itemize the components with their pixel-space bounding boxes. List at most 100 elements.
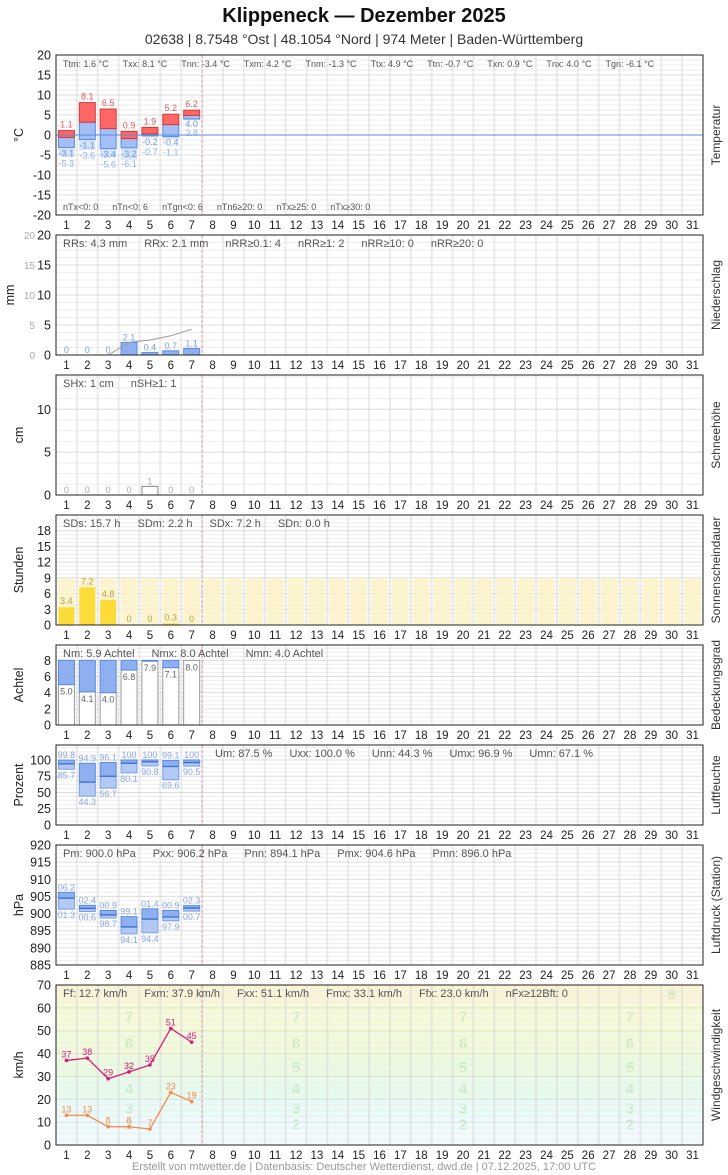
day-label: 18: [415, 500, 428, 512]
panel-side-label: Temperatur: [709, 105, 723, 166]
footer-credits: Erstellt von mtwetter.de | Datenbasis: D…: [131, 1161, 597, 1173]
pressure-max-label: 00.9: [99, 900, 117, 910]
day-label: 9: [230, 830, 236, 842]
day-label: 5: [147, 500, 153, 512]
wind-panel: 2222333344445555666677778373829323551451…: [12, 979, 723, 1163]
ytick-label: 10: [37, 403, 51, 417]
day-label: 16: [373, 500, 386, 512]
plot-frame: [55, 234, 704, 356]
day-label: 28: [624, 360, 637, 372]
stat-item: Fxm: 37.9 km/h: [144, 988, 220, 1000]
wind-mean-point: [127, 1124, 131, 1129]
day-label: 10: [248, 360, 261, 372]
beaufort-label: 7: [459, 1009, 467, 1026]
beaufort-label: 3: [292, 1100, 300, 1117]
day-label: 29: [644, 220, 657, 232]
stat-item: nRR≥20: 0: [430, 238, 484, 250]
day-label: 11: [269, 730, 281, 742]
potential-sun-bar: [517, 577, 535, 625]
plot-frame: [55, 744, 704, 826]
cloud-stats: Nm: 5.9 Achtel Nmx: 8.0 Achtel Nmn: 4.0 Ac…: [63, 648, 323, 660]
y-axis-title: Prozent: [12, 763, 26, 807]
pressure-upper-bar: [120, 916, 138, 928]
day-label: 8: [209, 220, 215, 232]
stat-item: nFx≥12Bft: 0: [505, 988, 568, 1000]
ytick-label: 0: [44, 719, 51, 733]
gust-label: 37: [61, 1049, 71, 1059]
day-label: 22: [498, 730, 511, 742]
day-label: 16: [373, 360, 386, 372]
ground-min-bar: [121, 147, 138, 160]
wind-mean-point: [106, 1124, 110, 1129]
day-label: 12: [290, 630, 303, 642]
pressure-panel: 06.201.302.400.600.998.799.194.101.494.4…: [12, 839, 723, 983]
day-label: 1: [63, 830, 69, 842]
humidity-stats: Um: 87.5 % Uxx: 100.0 % Unn: 44.3 % Umx: 96…: [215, 748, 593, 760]
ground-min-bar: [58, 147, 75, 157]
potential-sun-bar: [287, 577, 305, 625]
precip-label: 0: [64, 345, 69, 355]
potential-sun-bar: [684, 577, 701, 625]
day-label: 3: [105, 730, 111, 742]
ytick-label: 905: [30, 890, 51, 904]
pressure-upper-bar: [162, 909, 180, 918]
ytick-label: 920: [30, 839, 51, 853]
ytick-label: 12: [37, 556, 51, 570]
day-label: 23: [519, 630, 532, 642]
humidity-max-label: 96.1: [99, 752, 117, 762]
sun-label: 7.2: [81, 576, 94, 586]
tmin-bar: [99, 128, 117, 150]
potential-sun-bar: [371, 577, 388, 625]
panel-side-label: Bedeckungsgrad: [709, 640, 723, 730]
potential-sun-bar: [558, 577, 576, 625]
stat-item: Tnm: -1.3 °C: [305, 59, 357, 69]
potential-sun-bar: [266, 577, 284, 625]
day-label: 23: [519, 970, 532, 982]
day-label: 27: [603, 220, 616, 232]
beaufort-label: 6: [626, 1035, 634, 1052]
potential-sun-bar: [621, 577, 639, 625]
ytick-label: 10: [37, 1116, 51, 1130]
beaufort-band-6: [56, 1030, 703, 1056]
potential-sun-bar: [308, 577, 326, 625]
day-label: 5: [147, 1150, 153, 1162]
temperature-stats: Ttm: 1.6 °C Txx: 8.1 °C Tnn: -3.4 °C Txm: 4…: [63, 59, 654, 69]
day-label: 14: [331, 730, 344, 742]
plot-frame: [55, 54, 704, 216]
snow-label: 0: [127, 485, 132, 495]
day-label: 25: [561, 360, 574, 372]
humidity-lower-bar: [57, 763, 75, 770]
cloud-bar: [141, 659, 159, 662]
day-label: 15: [352, 630, 365, 642]
day-label: 19: [436, 830, 449, 842]
tgn-label: -3.6: [80, 150, 96, 160]
snow-label: 0: [64, 485, 69, 495]
day-label: 8: [209, 360, 215, 372]
day-label: 11: [269, 360, 281, 372]
day-label: 8: [209, 970, 215, 982]
pressure-min-label: 94.1: [120, 935, 138, 945]
day-label: 24: [540, 1150, 553, 1162]
day-label: 20: [457, 220, 470, 232]
precip-bar: [162, 350, 180, 356]
day-label: 3: [105, 500, 111, 512]
day-label: 17: [394, 630, 407, 642]
stat-item: nTn6≥20: 0: [216, 202, 263, 212]
humidity-min-label: 80.1: [120, 774, 138, 784]
day-label: 12: [290, 220, 303, 232]
day-label: 13: [310, 220, 323, 232]
day-label: 24: [540, 360, 553, 372]
stat-item: Ff: 12.7 km/h: [63, 988, 128, 1000]
day-label: 27: [603, 1150, 616, 1162]
humidity-upper-bar: [99, 761, 117, 777]
day-label: 30: [665, 970, 678, 982]
ytick-label: 20: [37, 49, 51, 63]
day-label: 12: [290, 360, 303, 372]
day-label: 9: [230, 1150, 236, 1162]
day-label: 14: [331, 360, 344, 372]
potential-sun-bar: [642, 577, 660, 625]
ytick-label: 9: [44, 571, 51, 585]
cloud-label: 5.0: [60, 687, 73, 697]
